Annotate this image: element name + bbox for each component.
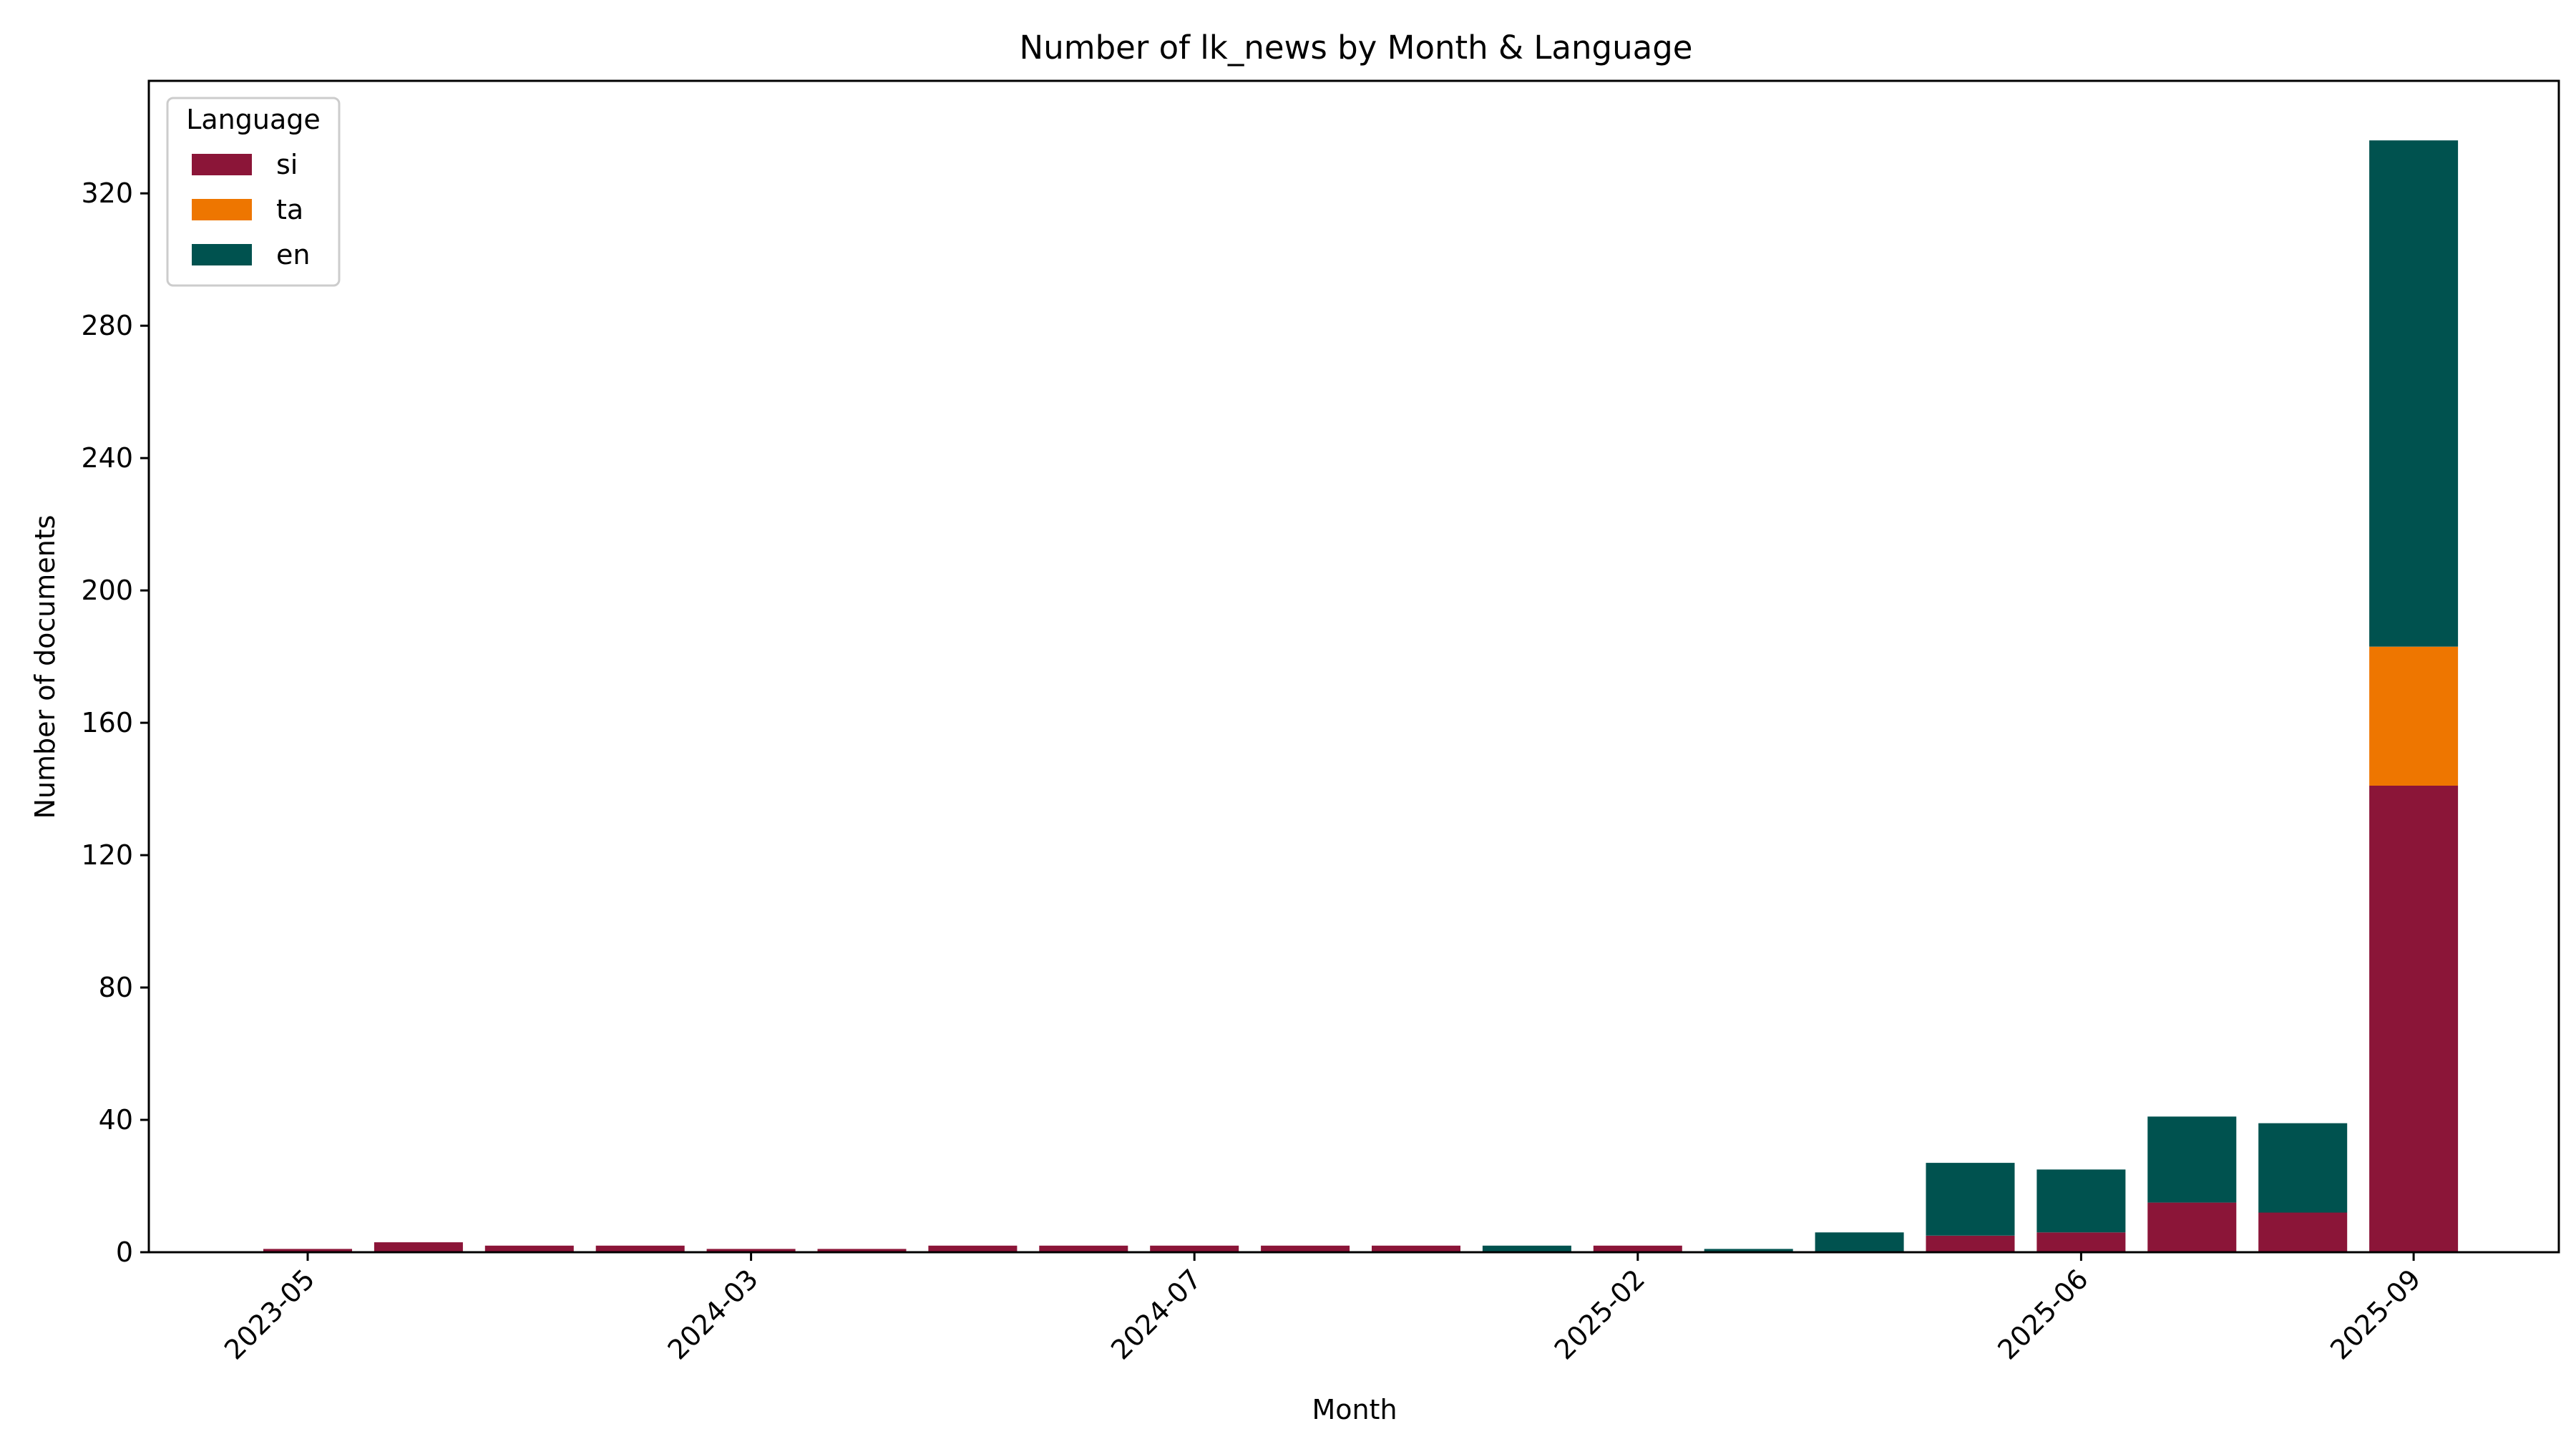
bar-si bbox=[1261, 1245, 1350, 1252]
chart-title: Number of lk_news by Month & Language bbox=[1020, 29, 1693, 67]
legend-label-en: en bbox=[276, 239, 310, 270]
legend-swatch-en bbox=[192, 244, 252, 265]
legend-items: si ta en bbox=[192, 149, 310, 270]
plot-area-frame bbox=[147, 79, 2560, 1254]
bar-si bbox=[484, 1245, 574, 1252]
legend-label-ta: ta bbox=[276, 194, 303, 225]
bar-si bbox=[1593, 1245, 1682, 1252]
y-axis-label: Number of documents bbox=[29, 515, 61, 819]
y-tick-label: 200 bbox=[81, 575, 133, 606]
y-tick-label: 280 bbox=[81, 310, 133, 341]
bar-si bbox=[1039, 1245, 1128, 1252]
bar-en bbox=[1926, 1163, 2015, 1236]
bar-en bbox=[1704, 1249, 1793, 1252]
bar-si bbox=[1150, 1245, 1239, 1252]
legend-title: Language bbox=[186, 104, 321, 135]
y-tick-label: 120 bbox=[81, 839, 133, 871]
y-axis: 0 40 80 120 160 200 240 280 320 bbox=[81, 177, 149, 1268]
legend-swatch-ta bbox=[192, 199, 252, 220]
bar-si bbox=[928, 1245, 1018, 1252]
bar-en bbox=[2147, 1116, 2237, 1203]
bar-ta bbox=[2369, 646, 2459, 786]
bar-si bbox=[374, 1242, 463, 1252]
bar-si bbox=[1372, 1245, 1460, 1252]
x-axis-label: Month bbox=[1312, 1394, 1397, 1425]
bar-si bbox=[263, 1249, 352, 1252]
y-tick-label: 40 bbox=[99, 1104, 133, 1136]
y-tick-label: 320 bbox=[81, 177, 133, 209]
bar-en bbox=[1482, 1245, 1571, 1252]
bar-si bbox=[2369, 786, 2459, 1252]
legend-label-si: si bbox=[276, 149, 298, 180]
legend: Language si ta en bbox=[166, 97, 341, 287]
bar-en bbox=[2036, 1169, 2126, 1233]
y-tick-label: 80 bbox=[99, 972, 133, 1003]
bar-en bbox=[1815, 1232, 1904, 1252]
y-tick-label: 160 bbox=[81, 707, 133, 738]
y-tick-label: 240 bbox=[81, 442, 133, 474]
legend-swatch-si bbox=[192, 154, 252, 175]
bar-si bbox=[2147, 1202, 2237, 1252]
bar-si bbox=[2258, 1212, 2348, 1252]
bar-en bbox=[2258, 1123, 2348, 1213]
bar-si bbox=[706, 1249, 796, 1252]
bar-en bbox=[2369, 140, 2459, 647]
bar-si bbox=[1926, 1235, 2015, 1252]
bar-si bbox=[2036, 1232, 2126, 1252]
bar-si bbox=[817, 1249, 907, 1252]
bar-si bbox=[595, 1245, 685, 1252]
bars-layer bbox=[263, 140, 2459, 1252]
y-tick-label: 0 bbox=[116, 1236, 133, 1268]
legend-box bbox=[166, 97, 341, 287]
